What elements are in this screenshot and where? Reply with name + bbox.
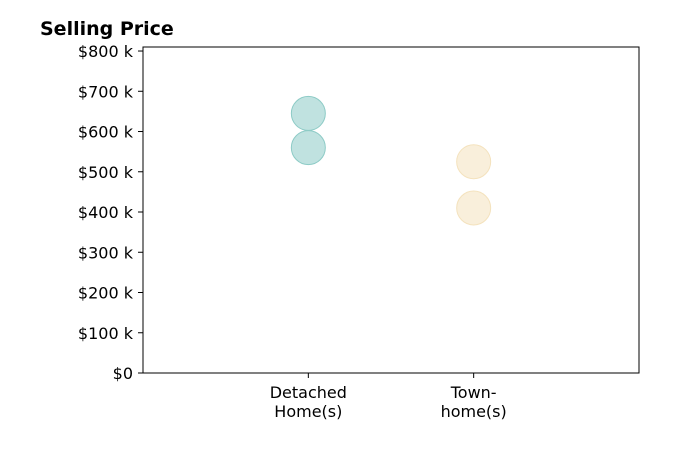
- y-tick-label: $0: [113, 364, 133, 383]
- y-tick-label: $500 k: [78, 163, 134, 182]
- y-tick-label: $400 k: [78, 203, 134, 222]
- data-point: [290, 130, 326, 166]
- y-tick-label: $700 k: [78, 82, 134, 101]
- plot-area-frame: [142, 46, 640, 374]
- y-tick-label: $100 k: [78, 324, 134, 343]
- x-axis: Detached Home(s) Town-home(s): [270, 373, 507, 421]
- y-axis: $0 $100 k $200 k $300 k $400 k $500 k $600 k $7…: [78, 42, 143, 383]
- x-tick-label: Town-home(s): [441, 383, 507, 421]
- y-tick-label: $200 k: [78, 284, 134, 303]
- data-point: [290, 95, 326, 131]
- y-tick-label: $300 k: [78, 243, 134, 262]
- chart-title: Selling Price: [40, 18, 174, 40]
- y-tick-label: $800 k: [78, 42, 134, 61]
- data-point: [456, 144, 492, 180]
- data-point: [456, 190, 492, 226]
- x-tick-label: Detached Home(s): [270, 383, 347, 421]
- data-points: [290, 95, 492, 226]
- y-tick-label: $600 k: [78, 123, 134, 142]
